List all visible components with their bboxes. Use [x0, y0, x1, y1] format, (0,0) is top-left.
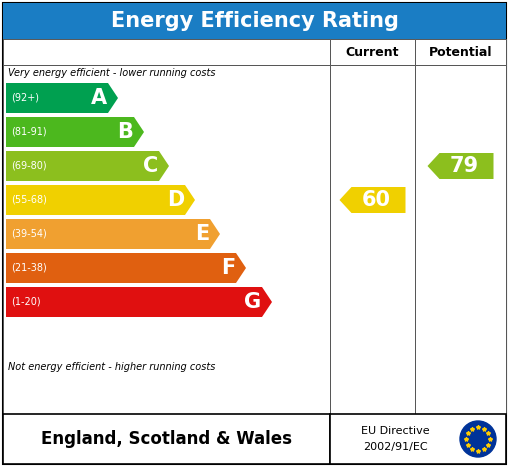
- Text: 79: 79: [450, 156, 479, 176]
- Text: 60: 60: [362, 190, 391, 210]
- Text: (21-38): (21-38): [11, 263, 47, 273]
- Bar: [415, 39, 506, 65]
- Text: B: B: [117, 122, 133, 142]
- Bar: [415, 65, 506, 414]
- Text: Energy Efficiency Rating: Energy Efficiency Rating: [110, 11, 399, 31]
- Text: (55-68): (55-68): [11, 195, 47, 205]
- Text: EU Directive: EU Directive: [361, 426, 429, 436]
- Circle shape: [460, 421, 496, 457]
- Text: D: D: [167, 190, 184, 210]
- Polygon shape: [6, 117, 144, 147]
- Bar: [3, 39, 330, 65]
- Polygon shape: [6, 151, 169, 181]
- Text: (81-91): (81-91): [11, 127, 47, 137]
- Bar: [3, 65, 330, 414]
- Text: England, Scotland & Wales: England, Scotland & Wales: [41, 430, 292, 448]
- Polygon shape: [428, 153, 494, 179]
- Bar: [3, 414, 330, 464]
- Polygon shape: [6, 287, 272, 317]
- Polygon shape: [6, 253, 246, 283]
- Bar: [330, 39, 415, 65]
- Polygon shape: [6, 83, 118, 113]
- Polygon shape: [6, 185, 195, 215]
- Text: G: G: [244, 292, 261, 312]
- Bar: [330, 414, 506, 464]
- Text: Potential: Potential: [429, 45, 492, 58]
- Polygon shape: [6, 219, 220, 249]
- Text: (92+): (92+): [11, 93, 39, 103]
- Text: Current: Current: [346, 45, 399, 58]
- Text: E: E: [195, 224, 209, 244]
- Text: C: C: [143, 156, 158, 176]
- Text: (69-80): (69-80): [11, 161, 47, 171]
- Text: 2002/91/EC: 2002/91/EC: [363, 442, 428, 452]
- Bar: [3, 3, 506, 39]
- Bar: [330, 65, 415, 414]
- Text: Very energy efficient - lower running costs: Very energy efficient - lower running co…: [8, 68, 215, 78]
- Text: (39-54): (39-54): [11, 229, 47, 239]
- Text: A: A: [91, 88, 107, 108]
- Text: (1-20): (1-20): [11, 297, 41, 307]
- Text: F: F: [221, 258, 235, 278]
- Polygon shape: [340, 187, 406, 213]
- Text: Not energy efficient - higher running costs: Not energy efficient - higher running co…: [8, 361, 215, 372]
